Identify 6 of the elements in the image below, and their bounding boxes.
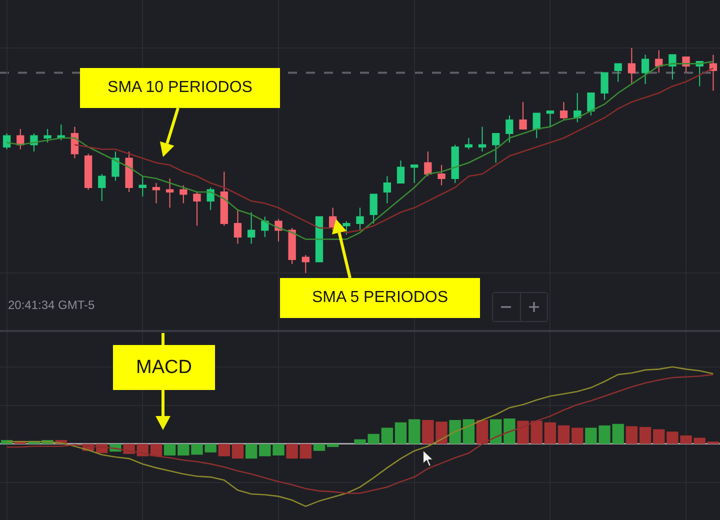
annotation: SMA 10 PERIODOS bbox=[108, 79, 252, 97]
callout: SMA 5 PERIODOS bbox=[280, 278, 480, 318]
callout: SMA 10 PERIODOS bbox=[80, 68, 280, 108]
annotation: MACD bbox=[136, 356, 192, 378]
callout: MACD bbox=[113, 345, 215, 390]
text: 20:41:34 GMT-5 bbox=[8, 298, 96, 312]
